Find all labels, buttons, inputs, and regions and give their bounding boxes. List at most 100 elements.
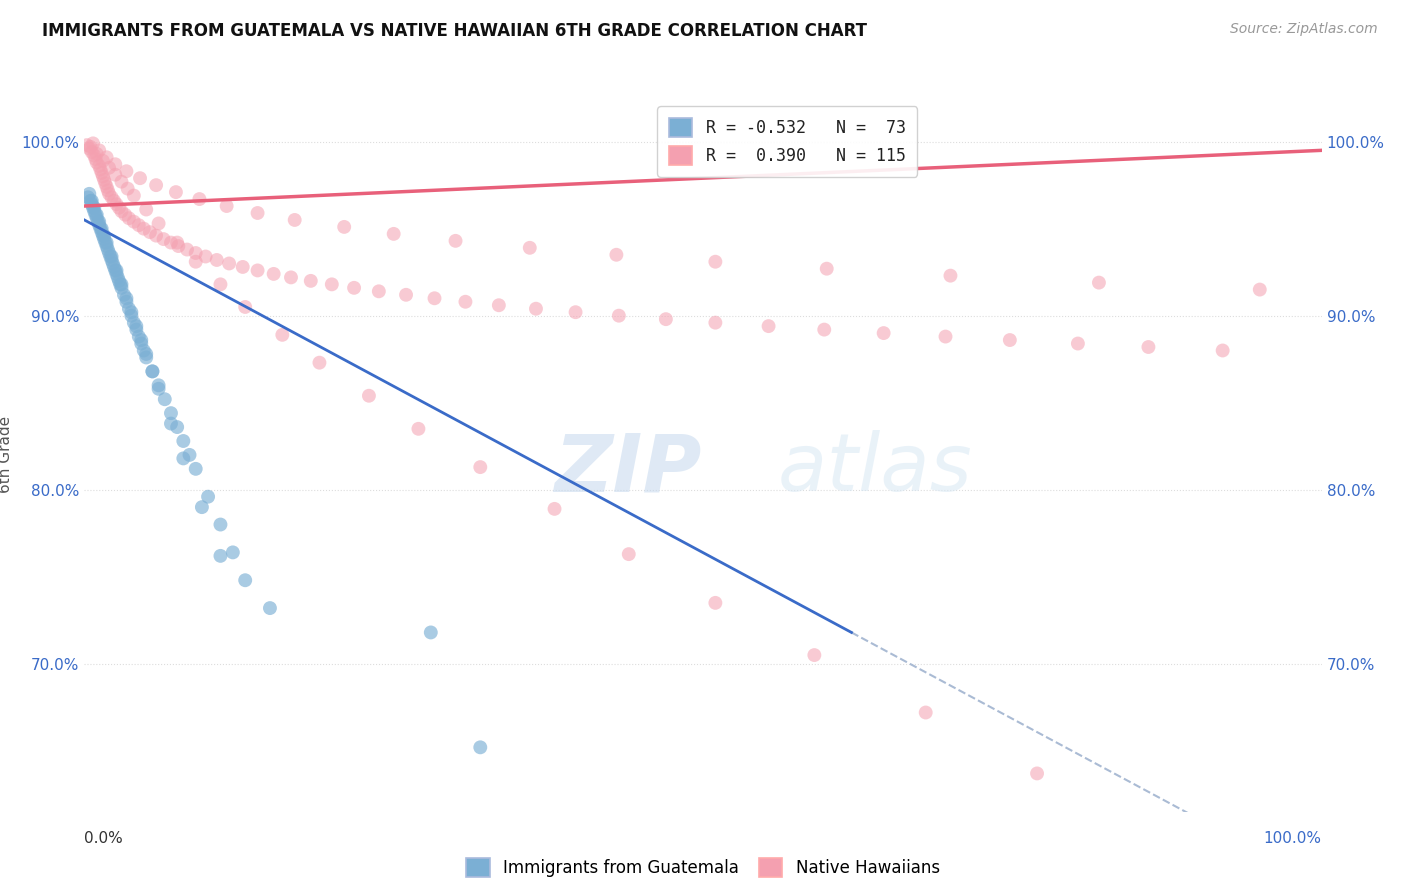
Point [79, 186, 101, 201]
Point [145, 228, 167, 243]
Point [184, 246, 207, 260]
Point [153, 392, 176, 407]
Point [89, 221, 111, 235]
Point [813, 323, 835, 337]
Point [197, 490, 219, 504]
Point [148, 216, 170, 230]
Point [382, 227, 405, 241]
Point [357, 389, 380, 403]
Point [246, 206, 269, 220]
Point [98, 246, 121, 260]
Text: ZIP: ZIP [554, 430, 702, 508]
Point [93, 173, 115, 187]
Point [132, 343, 155, 358]
Point [83, 148, 105, 162]
Point [89, 159, 111, 173]
Point [104, 157, 127, 171]
Point [1249, 283, 1271, 297]
Point [122, 215, 145, 229]
Point [939, 268, 962, 283]
Point [470, 460, 492, 475]
Point [704, 596, 727, 610]
Point [120, 309, 142, 323]
Point [118, 301, 141, 316]
Point [76, 138, 98, 153]
Point [218, 256, 240, 270]
Point [91, 169, 114, 184]
Point [152, 232, 174, 246]
Point [367, 285, 389, 299]
Point [160, 406, 183, 420]
Point [89, 215, 111, 229]
Point [110, 277, 132, 292]
Point [128, 329, 150, 343]
Point [419, 625, 441, 640]
Point [1150, 830, 1173, 845]
Point [543, 501, 565, 516]
Point [564, 305, 586, 319]
Point [184, 462, 207, 476]
Text: IMMIGRANTS FROM GUATEMALA VS NATIVE HAWAIIAN 6TH GRADE CORRELATION CHART: IMMIGRANTS FROM GUATEMALA VS NATIVE HAWA… [42, 22, 868, 40]
Point [79, 194, 101, 208]
Point [246, 263, 269, 277]
Point [222, 545, 245, 559]
Point [82, 136, 104, 151]
Point [110, 175, 132, 189]
Point [129, 171, 152, 186]
Point [132, 221, 155, 235]
Point [115, 291, 138, 305]
Point [90, 221, 112, 235]
Point [129, 336, 152, 351]
Point [135, 347, 157, 361]
Point [86, 155, 108, 169]
Point [91, 153, 114, 168]
Point [321, 277, 343, 292]
Legend: Immigrants from Guatemala, Native Hawaiians: Immigrants from Guatemala, Native Hawaii… [454, 847, 952, 889]
Point [209, 517, 232, 532]
Point [80, 145, 103, 159]
Point [160, 235, 183, 250]
Point [115, 164, 138, 178]
Point [172, 434, 194, 448]
Point [139, 225, 162, 239]
Point [115, 294, 138, 309]
Point [89, 218, 111, 232]
Point [233, 573, 256, 587]
Point [104, 263, 127, 277]
Point [914, 706, 936, 720]
Point [209, 549, 232, 563]
Point [86, 208, 108, 222]
Point [90, 166, 112, 180]
Point [108, 274, 131, 288]
Point [98, 250, 121, 264]
Point [98, 161, 121, 175]
Point [107, 270, 129, 285]
Point [184, 254, 207, 268]
Point [110, 281, 132, 295]
Point [96, 235, 118, 250]
Point [148, 378, 170, 392]
Point [97, 243, 120, 257]
Point [129, 333, 152, 347]
Point [454, 294, 477, 309]
Point [100, 250, 122, 264]
Point [998, 333, 1021, 347]
Point [343, 281, 366, 295]
Point [83, 204, 105, 219]
Point [114, 208, 136, 222]
Point [135, 351, 157, 365]
Point [1026, 766, 1049, 780]
Text: atlas: atlas [778, 430, 972, 508]
Point [90, 225, 112, 239]
Point [86, 146, 108, 161]
Point [91, 228, 114, 243]
Point [122, 188, 145, 202]
Point [148, 382, 170, 396]
Point [160, 417, 183, 431]
Point [128, 218, 150, 232]
Point [100, 190, 122, 204]
Point [519, 241, 541, 255]
Point [617, 547, 640, 561]
Point [104, 168, 127, 182]
Point [141, 364, 163, 378]
